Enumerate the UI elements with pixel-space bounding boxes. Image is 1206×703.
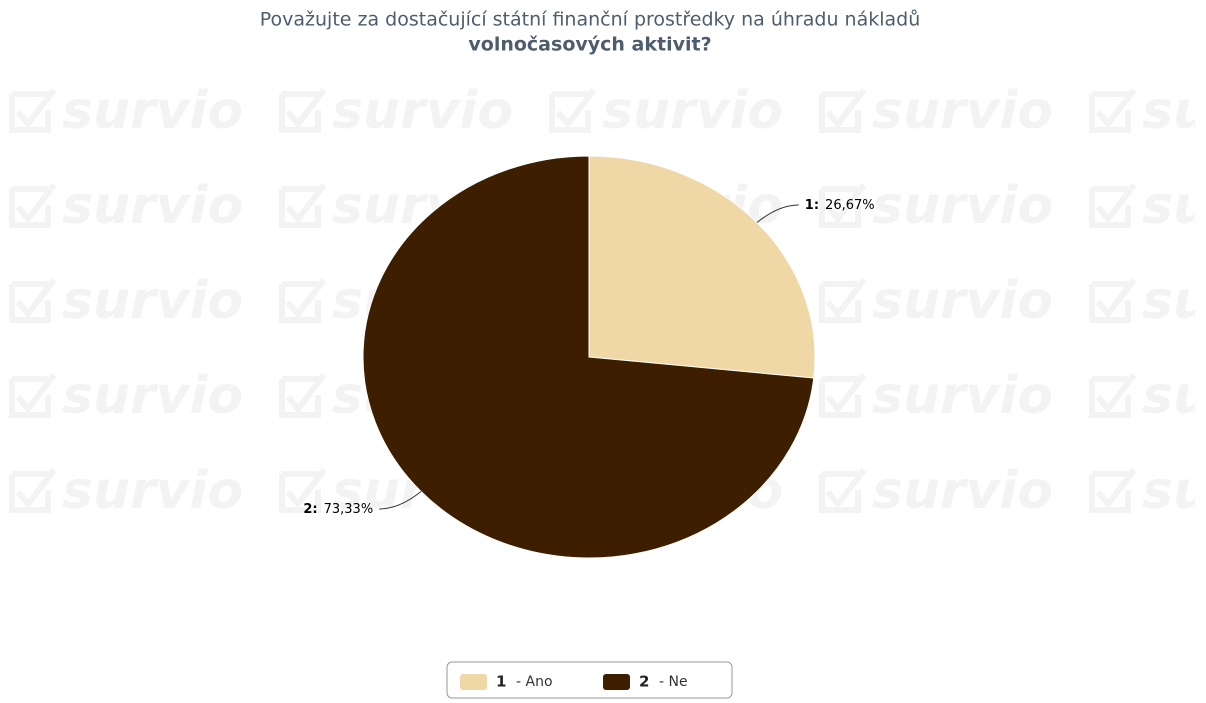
watermark: survio <box>1142 271 1206 331</box>
data-label: 2: 73,33% <box>303 501 373 516</box>
data-label-key: 2: <box>303 501 317 516</box>
watermark: survio <box>872 176 1053 236</box>
watermark: survio <box>62 461 243 521</box>
watermark-icon <box>279 278 327 323</box>
watermark: survio <box>872 271 1053 331</box>
watermark-icon <box>279 373 327 418</box>
pie-slice <box>588 155 816 379</box>
watermark: survio <box>1142 366 1206 426</box>
watermark-icon <box>1089 468 1137 513</box>
watermark-icon <box>9 88 57 133</box>
watermark: survio <box>62 271 243 331</box>
watermark: survio <box>1142 176 1206 236</box>
legend-key: 2 <box>639 673 649 691</box>
watermark: survio <box>1142 81 1206 141</box>
watermark-icon <box>819 183 867 228</box>
watermark: survio <box>872 461 1053 521</box>
watermark-icon <box>279 183 327 228</box>
watermark: survio <box>62 81 243 141</box>
watermark-icon <box>279 88 327 133</box>
watermark-icon <box>819 88 867 133</box>
watermark-icon <box>9 468 57 513</box>
watermark: survio <box>872 81 1053 141</box>
watermark: survio <box>1142 461 1206 521</box>
watermark-icon <box>1089 373 1137 418</box>
data-label-value: 26,67% <box>825 198 875 213</box>
watermark-icon <box>9 278 57 323</box>
watermark-icon <box>279 468 327 513</box>
watermark-icon <box>1089 183 1137 228</box>
data-label-key: 1: <box>805 198 819 213</box>
watermark-icon <box>819 278 867 323</box>
legend-box <box>446 661 733 699</box>
watermark-icon <box>1089 88 1137 133</box>
legend-key: 1 <box>496 673 506 691</box>
watermark-icon <box>819 373 867 418</box>
leader-line <box>379 491 422 510</box>
watermark: survio <box>62 176 243 236</box>
chart-title: Považujte za dostačující státní finanční… <box>260 9 921 31</box>
watermark-icon <box>549 88 597 133</box>
legend-label: - Ne <box>659 674 688 690</box>
legend-label: - Ano <box>516 674 553 690</box>
data-label-value: 73,33% <box>324 501 374 516</box>
pie: 1: 26,67% 2: 73,33% <box>303 155 875 559</box>
watermark: survio <box>602 81 783 141</box>
data-label: 1: 26,67% <box>805 198 875 213</box>
watermark-icon <box>9 183 57 228</box>
watermark: survio <box>332 81 513 141</box>
watermark-icon <box>819 468 867 513</box>
legend-swatch <box>603 674 630 690</box>
chart-title-bold: volnočasových aktivit? <box>468 34 711 56</box>
legend: 1 - Ano 2 - Ne <box>460 673 688 691</box>
watermark-icon <box>9 373 57 418</box>
leader-line <box>756 204 799 223</box>
watermark-icon <box>1089 278 1137 323</box>
legend-swatch <box>460 674 487 690</box>
watermark: survio <box>872 366 1053 426</box>
watermark: survio <box>62 366 243 426</box>
